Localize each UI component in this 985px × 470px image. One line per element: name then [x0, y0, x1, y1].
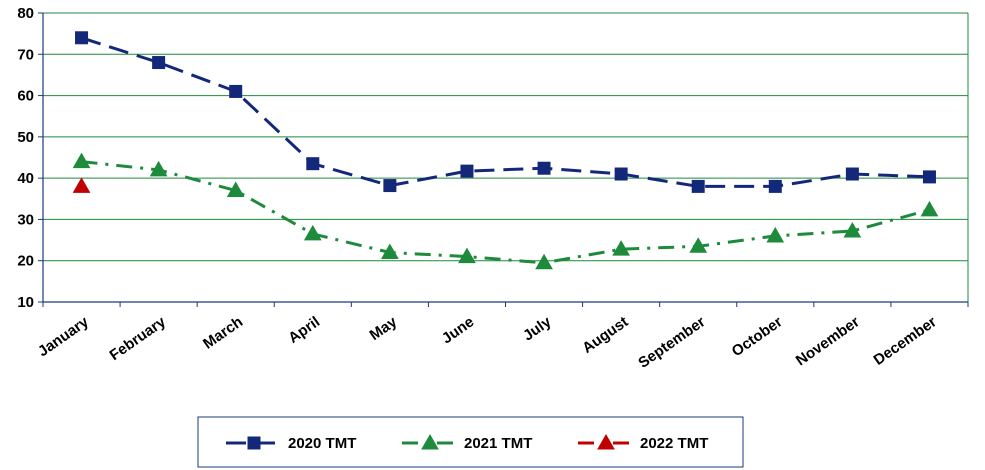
data-point [458, 247, 476, 264]
legend-marker [597, 433, 615, 450]
legend-label: 2020 TMT [288, 435, 356, 452]
series-markers [72, 31, 939, 270]
data-point [306, 157, 320, 171]
y-tick-label: 30 [17, 211, 34, 228]
data-point [691, 179, 705, 193]
y-tick-label: 40 [17, 170, 34, 187]
data-point [226, 181, 245, 198]
y-tick-label: 70 [17, 46, 34, 63]
series-line-0 [81, 36, 930, 188]
legend-marker [421, 433, 439, 450]
legend-box [197, 416, 744, 468]
x-tick-label: April [285, 313, 323, 347]
y-tick-label: 80 [17, 5, 34, 22]
x-tick-label: February [107, 313, 170, 364]
y-tick-label: 20 [17, 253, 34, 270]
series-lines [81, 36, 930, 265]
data-point [845, 167, 859, 181]
y-tick-label: 10 [17, 294, 34, 311]
data-point [383, 179, 397, 193]
data-point [535, 253, 553, 270]
x-tick-label: July [520, 313, 555, 345]
x-tick-label: January [35, 313, 92, 360]
x-tick-labels: January February March April May June July Augu… [35, 313, 940, 372]
x-tick-label: August [579, 313, 631, 357]
x-tick-label: September [635, 313, 708, 371]
gridlines [43, 12, 968, 262]
x-tick-label: November [793, 313, 863, 369]
x-tick-label: June [439, 313, 477, 347]
x-tick-label: December [871, 313, 940, 369]
data-point [537, 161, 551, 175]
data-point [75, 31, 89, 45]
data-point [460, 164, 474, 178]
data-point [922, 170, 936, 184]
data-point [614, 167, 628, 181]
data-point [612, 240, 630, 256]
legend-marker [247, 436, 261, 450]
data-point [72, 152, 91, 169]
x-tick-label: March [200, 313, 246, 352]
data-point [920, 200, 939, 217]
legend-label: 2022 TMT [640, 435, 708, 452]
data-point [381, 243, 399, 259]
x-tick-label: May [367, 313, 401, 344]
data-point [303, 224, 322, 241]
axes [38, 12, 969, 307]
data-point [689, 237, 708, 253]
series-line-1 [81, 160, 930, 265]
data-point [766, 226, 785, 243]
data-point [72, 177, 91, 193]
data-point [152, 56, 166, 70]
y-tick-labels: 10 20 30 40 50 60 70 80 [17, 5, 34, 311]
data-point [149, 160, 168, 177]
legend: 2020 TMT 2021 TMT 2022 TMT [197, 416, 744, 468]
x-tick-label: October [729, 313, 786, 360]
data-point [768, 179, 782, 193]
legend-label: 2021 TMT [464, 435, 532, 452]
data-point [229, 84, 243, 98]
y-tick-label: 50 [17, 129, 34, 146]
y-tick-label: 60 [17, 88, 34, 105]
data-point [843, 221, 862, 238]
